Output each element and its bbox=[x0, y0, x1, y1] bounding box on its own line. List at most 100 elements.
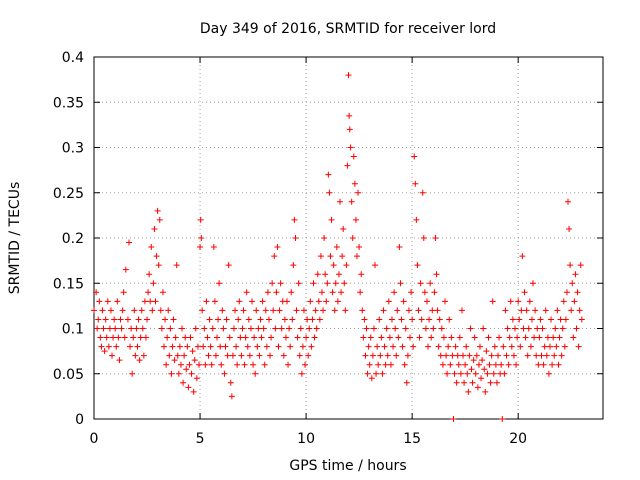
x-tick-label: 5 bbox=[196, 431, 205, 447]
data-point bbox=[466, 352, 473, 359]
data-point bbox=[355, 189, 362, 196]
data-point bbox=[132, 352, 139, 359]
data-point bbox=[138, 307, 145, 314]
data-point bbox=[487, 379, 494, 386]
data-point bbox=[299, 343, 306, 350]
data-point bbox=[271, 253, 278, 260]
data-point bbox=[369, 352, 376, 359]
data-point bbox=[486, 361, 493, 368]
data-point bbox=[344, 162, 351, 169]
data-point bbox=[458, 307, 465, 314]
data-point bbox=[438, 325, 445, 332]
data-point bbox=[175, 370, 182, 377]
data-point bbox=[280, 352, 287, 359]
data-point bbox=[573, 325, 580, 332]
data-point bbox=[462, 361, 469, 368]
data-point bbox=[374, 343, 381, 350]
data-point bbox=[420, 235, 427, 241]
data-point bbox=[286, 325, 293, 332]
data-point bbox=[553, 343, 560, 350]
data-point bbox=[297, 325, 304, 332]
data-point bbox=[136, 357, 143, 364]
data-point bbox=[390, 343, 397, 350]
data-point bbox=[395, 334, 402, 341]
data-point bbox=[515, 298, 522, 305]
data-point bbox=[144, 316, 151, 323]
data-point bbox=[381, 343, 388, 350]
data-point bbox=[268, 334, 275, 341]
data-point bbox=[252, 370, 259, 377]
data-point bbox=[465, 388, 472, 395]
data-point bbox=[567, 262, 574, 269]
data-point bbox=[500, 343, 507, 350]
data-point bbox=[172, 334, 179, 341]
data-point bbox=[543, 352, 550, 359]
data-point bbox=[530, 280, 537, 287]
data-point bbox=[346, 126, 353, 133]
data-point bbox=[413, 216, 420, 223]
data-point bbox=[398, 316, 405, 323]
data-point bbox=[527, 343, 534, 350]
data-point bbox=[443, 352, 450, 359]
data-point bbox=[222, 343, 229, 350]
data-point bbox=[323, 298, 330, 305]
data-point bbox=[197, 244, 204, 251]
data-point bbox=[238, 352, 245, 359]
data-point bbox=[298, 370, 305, 377]
data-point bbox=[445, 343, 452, 350]
data-point bbox=[308, 343, 315, 350]
data-point bbox=[473, 352, 480, 359]
data-point bbox=[441, 298, 448, 305]
data-point bbox=[482, 388, 489, 395]
data-point bbox=[559, 325, 566, 332]
data-point bbox=[173, 262, 180, 269]
data-point bbox=[507, 298, 514, 305]
data-point bbox=[509, 316, 516, 323]
data-point bbox=[576, 307, 583, 314]
data-point bbox=[329, 289, 336, 296]
data-point bbox=[563, 289, 570, 296]
data-point bbox=[133, 325, 140, 332]
data-point bbox=[259, 298, 266, 305]
data-point bbox=[188, 370, 195, 377]
data-point bbox=[451, 370, 458, 377]
data-point bbox=[112, 325, 119, 332]
data-point bbox=[224, 352, 231, 359]
data-point bbox=[502, 307, 509, 314]
data-point bbox=[474, 384, 481, 391]
data-point bbox=[448, 334, 455, 341]
data-point bbox=[223, 316, 230, 323]
data-point bbox=[544, 334, 551, 341]
data-point bbox=[220, 325, 227, 332]
data-point bbox=[532, 307, 539, 314]
data-point bbox=[520, 325, 527, 332]
data-point bbox=[93, 289, 100, 296]
data-point bbox=[522, 334, 529, 341]
data-point bbox=[288, 289, 295, 296]
data-point bbox=[105, 343, 112, 350]
data-point bbox=[506, 334, 513, 341]
data-point bbox=[327, 253, 334, 260]
data-point bbox=[422, 325, 429, 332]
data-point bbox=[392, 325, 399, 332]
data-point bbox=[396, 244, 403, 251]
data-point bbox=[353, 253, 360, 260]
data-point bbox=[307, 298, 314, 305]
data-point bbox=[483, 348, 490, 355]
data-point bbox=[399, 343, 406, 350]
data-point bbox=[419, 189, 426, 196]
data-point bbox=[436, 316, 443, 323]
x-tick-label: 0 bbox=[90, 431, 99, 447]
data-point bbox=[317, 253, 324, 260]
data-point bbox=[204, 334, 211, 341]
data-point bbox=[275, 343, 282, 350]
data-point bbox=[320, 307, 327, 314]
marks-layer bbox=[91, 72, 585, 422]
data-point bbox=[168, 370, 175, 377]
data-point bbox=[103, 334, 110, 341]
data-point bbox=[359, 307, 366, 314]
data-point bbox=[98, 343, 105, 350]
data-point bbox=[337, 198, 344, 205]
data-point bbox=[537, 316, 544, 323]
data-point bbox=[316, 316, 323, 323]
